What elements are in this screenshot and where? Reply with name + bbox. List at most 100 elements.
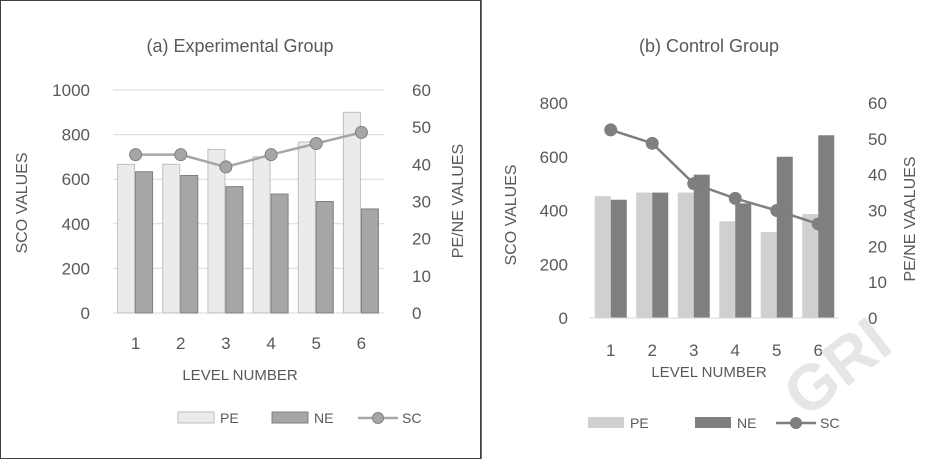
- chart-a-y-tick-label: 800: [62, 126, 90, 145]
- chart-a-x-tick-label: 5: [312, 334, 321, 353]
- chart-a-sc-line: [129, 125, 368, 174]
- chart-b-legend-swatch-pe: [588, 417, 624, 428]
- chart-b-y-tick-label: 400: [540, 202, 568, 221]
- chart-a-x-axis-label: LEVEL NUMBER: [182, 367, 297, 384]
- chart-b-left-ticks: 0 200 400 600 800: [540, 94, 568, 328]
- chart-b-bar-pe: [760, 232, 777, 318]
- chart-b-sc-point: [604, 123, 618, 137]
- chart-a-bar-ne: [135, 171, 154, 314]
- chart-a-bar-ne: [360, 208, 379, 314]
- panel-control-group: (b) Control Group 0 200 400 600 800 0 10 20 30 4…: [503, 36, 919, 431]
- chart-a-legend: PE NE SC: [177, 410, 421, 426]
- chart-b-sc-polyline: [610, 128, 819, 226]
- chart-b-x-tick-label: 2: [648, 341, 657, 360]
- panel-experimental-group: (a) Experimental Group 02004006008001000…: [14, 36, 467, 426]
- chart-a-x-ticks: 1 2 3 4 5 6: [131, 334, 366, 353]
- chart-b-x-tick-label: 3: [689, 341, 698, 360]
- chart-b-right-ticks: 0 10 20 30 40 50 60: [868, 94, 887, 328]
- chart-a-bar-pe: [252, 156, 271, 314]
- chart-b-bar-pe: [802, 214, 819, 318]
- chart-a-y-tick-label: 200: [62, 259, 90, 278]
- chart-b-bar-ne: [693, 174, 710, 318]
- chart-a-x-tick-label: 4: [266, 334, 275, 353]
- chart-b-legend: PE NE SC: [588, 415, 839, 431]
- chart-b-y2-tick-label: 0: [868, 309, 877, 328]
- chart-b-bar-ne: [776, 156, 793, 318]
- chart-a-x-tick-label: 1: [131, 334, 140, 353]
- chart-b-bars: [594, 135, 835, 318]
- chart-a-legend-swatch-pe: [177, 411, 215, 424]
- chart-a-x-tick-label: 6: [357, 334, 366, 353]
- chart-b-legend-swatch-ne: [695, 417, 731, 428]
- chart-a-x-tick-label: 2: [176, 334, 185, 353]
- chart-a-y2-tick-label: 60: [412, 81, 431, 100]
- chart-b-bar-pe: [677, 192, 694, 318]
- chart-a-y-tick-label: 1000: [52, 81, 90, 100]
- chart-b-y2-tick-label: 10: [868, 273, 887, 292]
- chart-b-legend-label-pe: PE: [630, 415, 649, 431]
- chart-a-y2-axis-label: PE/NE VALUES: [450, 144, 467, 258]
- chart-a-sc-point: [219, 160, 233, 174]
- chart-a-legend-label-ne: NE: [314, 410, 333, 426]
- chart-b-y-tick-label: 800: [540, 94, 568, 113]
- chart-b-x-axis-label: LEVEL NUMBER: [651, 364, 766, 381]
- chart-a-sc-polyline: [135, 131, 362, 169]
- chart-b-sc-point: [770, 204, 784, 217]
- chart-b-y2-tick-label: 30: [868, 202, 887, 221]
- chart-a-legend-label-sc: SC: [402, 410, 421, 426]
- chart-b-sc-point: [811, 217, 825, 231]
- chart-b-bar-ne: [735, 203, 752, 318]
- chart-a-x-tick-label: 3: [221, 334, 230, 353]
- chart-a-sc-point: [264, 148, 278, 162]
- chart-a-y2-tick-label: 10: [412, 267, 431, 286]
- chart-b-x-tick-label: 5: [772, 341, 781, 360]
- chart-b-x-tick-label: 6: [814, 341, 823, 360]
- chart-a-sc-point: [354, 125, 368, 139]
- chart-a-gridlines: [113, 89, 384, 314]
- chart-a-bar-pe: [162, 163, 181, 314]
- chart-a-bar-ne: [180, 174, 199, 314]
- chart-b-bar-pe: [719, 221, 736, 318]
- chart-a-y-tick-label: 600: [62, 170, 90, 189]
- chart-b-legend-label-ne: NE: [737, 415, 756, 431]
- chart-b-y-tick-label: 200: [540, 255, 568, 274]
- chart-a-y2-tick-label: 20: [412, 230, 431, 249]
- chart-a-bar-pe: [207, 148, 226, 314]
- chart-b-y2-tick-label: 50: [868, 130, 887, 149]
- chart-a-bars: [117, 111, 379, 314]
- chart-a-left-ticks: 0 200 400 600 800 1000: [52, 81, 90, 323]
- chart-b-x-ticks: 1 2 3 4 5 6: [606, 341, 823, 360]
- chart-a-legend-marker-sc: [372, 412, 384, 424]
- chart-b-sc-point: [728, 191, 742, 205]
- chart-b-y2-tick-label: 60: [868, 94, 887, 113]
- chart-a-y-tick-label: 400: [62, 215, 90, 234]
- chart-b-y-tick-label: 0: [559, 309, 568, 328]
- chart-a-bar-pe: [297, 141, 316, 314]
- chart-b-sc-point: [687, 177, 701, 191]
- chart-b-y2-axis-label: PE/NE VAALUES: [902, 156, 919, 281]
- chart-a-right-ticks: 0 10 20 30 40 50 60: [412, 81, 431, 323]
- chart-b-bar-pe: [636, 192, 653, 318]
- chart-a-y2-tick-label: 40: [412, 155, 431, 174]
- chart-b-y-axis-label: SCO VALUES: [503, 164, 520, 265]
- chart-b-legend-label-sc: SC: [820, 415, 839, 431]
- chart-b-x-tick-label: 1: [606, 341, 615, 360]
- chart-b-title: (b) Control Group: [639, 36, 779, 56]
- chart-b-y2-tick-label: 20: [868, 237, 887, 256]
- chart-a-legend-label-pe: PE: [220, 410, 239, 426]
- chart-a-bar-ne: [225, 186, 244, 314]
- chart-a-bar-pe: [342, 111, 361, 314]
- chart-b-legend-marker-sc: [790, 417, 802, 429]
- chart-a-y-axis-label: SCO VALUES: [14, 152, 31, 253]
- chart-b-bar-ne: [652, 192, 669, 318]
- chart-a-bar-ne: [315, 201, 334, 314]
- chart-b-x-tick-label: 4: [731, 341, 740, 360]
- chart-a-y2-tick-label: 30: [412, 193, 431, 212]
- chart-b-sc-line: [604, 123, 825, 231]
- chart-b-bar-pe: [594, 196, 611, 318]
- chart-a-bar-ne: [270, 193, 289, 314]
- chart-a-sc-point: [174, 148, 188, 162]
- chart-a-legend-swatch-ne: [271, 411, 309, 424]
- chart-b-bar-ne: [818, 135, 835, 318]
